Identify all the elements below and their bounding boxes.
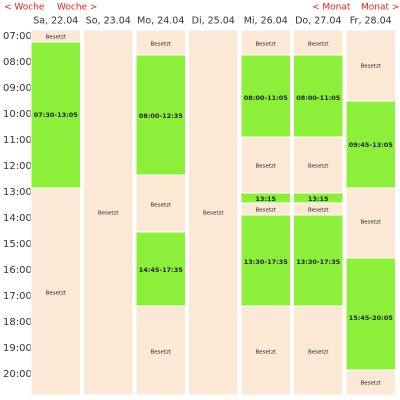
busy-slot-label: Besetzt [255, 42, 276, 48]
busy-slot-label: Besetzt [255, 208, 276, 214]
slot [135, 29, 186, 56]
free-slot-label[interactable]: 13:30-17:35 [244, 258, 289, 266]
busy-slot-label: Besetzt [360, 64, 381, 70]
time-label: 16:00 [3, 265, 32, 276]
busy-slot-label: Besetzt [308, 208, 329, 214]
prev-month[interactable]: < Monat [312, 3, 351, 13]
busy-slot-label: Besetzt [308, 350, 329, 356]
slot [240, 136, 291, 194]
slot [345, 187, 396, 259]
slot [240, 29, 291, 56]
slot [240, 305, 291, 396]
slot [83, 29, 134, 396]
time-label: 18:00 [3, 317, 32, 328]
busy-slot-label: Besetzt [45, 35, 66, 41]
free-slot-label[interactable]: 07:30-13:05 [34, 111, 79, 119]
day-header: Mo, 24.04 [137, 16, 184, 27]
day-header: Di, 25.04 [192, 16, 235, 27]
slot [345, 369, 396, 396]
slot [135, 231, 186, 307]
free-slot-label[interactable]: 14:45-17:35 [139, 266, 184, 274]
slot [135, 305, 186, 396]
busy-slot-label: Besetzt [255, 164, 276, 170]
time-label: 19:00 [3, 343, 32, 354]
slot [30, 187, 81, 396]
time-label: 09:00 [3, 83, 32, 94]
next-month[interactable]: Monat > [361, 3, 399, 13]
slot [240, 54, 291, 138]
time-label: 15:00 [3, 239, 32, 250]
free-slot-label[interactable]: 13:15 [308, 195, 329, 203]
slot [345, 29, 396, 102]
slot [240, 214, 291, 307]
busy-slot-label: Besetzt [255, 350, 276, 356]
day-header: Mi, 26.04 [244, 16, 288, 27]
prev-week[interactable]: < Woche [4, 3, 45, 13]
slot [345, 257, 396, 371]
slot [293, 305, 344, 396]
free-slot-label[interactable]: 08:00-11:05 [244, 94, 289, 102]
time-label: 10:00 [3, 109, 32, 120]
next-week[interactable]: Woche > [57, 3, 97, 13]
time-label: 07:00 [3, 31, 32, 42]
busy-slot-label: Besetzt [308, 164, 329, 170]
slot [293, 214, 344, 307]
free-slot-label[interactable]: 13:30-17:35 [296, 258, 341, 266]
free-slot-label[interactable]: 08:00-12:35 [139, 112, 184, 120]
busy-slot-label: Besetzt [150, 42, 171, 48]
busy-slot-label: Besetzt [150, 350, 171, 356]
time-label: 13:00 [3, 187, 32, 198]
busy-slot-label: Besetzt [360, 220, 381, 226]
time-label: 14:00 [3, 213, 32, 224]
busy-slot-label: Besetzt [360, 381, 381, 387]
busy-slot-label: Besetzt [45, 291, 66, 297]
day-header: So, 23.04 [86, 16, 131, 27]
slot [293, 136, 344, 194]
free-slot-label[interactable]: 08:00-11:05 [296, 94, 341, 102]
time-label: 17:00 [3, 291, 32, 302]
day-header: Sa, 22.04 [33, 16, 78, 27]
day-header: Fr, 28.04 [350, 16, 392, 27]
time-label: 12:00 [3, 161, 32, 172]
free-slot-label[interactable]: 09:45-13:05 [349, 141, 394, 149]
busy-slot-label: Besetzt [150, 203, 171, 209]
busy-slot-label: Besetzt [203, 211, 224, 217]
free-slot-label[interactable]: 13:15 [255, 195, 276, 203]
time-label: 08:00 [3, 57, 32, 68]
time-label: 20:00 [3, 369, 32, 380]
free-slot-label[interactable]: 15:45-20:05 [349, 314, 394, 322]
busy-slot-label: Besetzt [98, 211, 119, 217]
time-label: 11:00 [3, 135, 32, 146]
day-header: Do, 27.04 [295, 16, 341, 27]
slot [345, 100, 396, 189]
slot [188, 29, 239, 396]
busy-slot-label: Besetzt [308, 42, 329, 48]
